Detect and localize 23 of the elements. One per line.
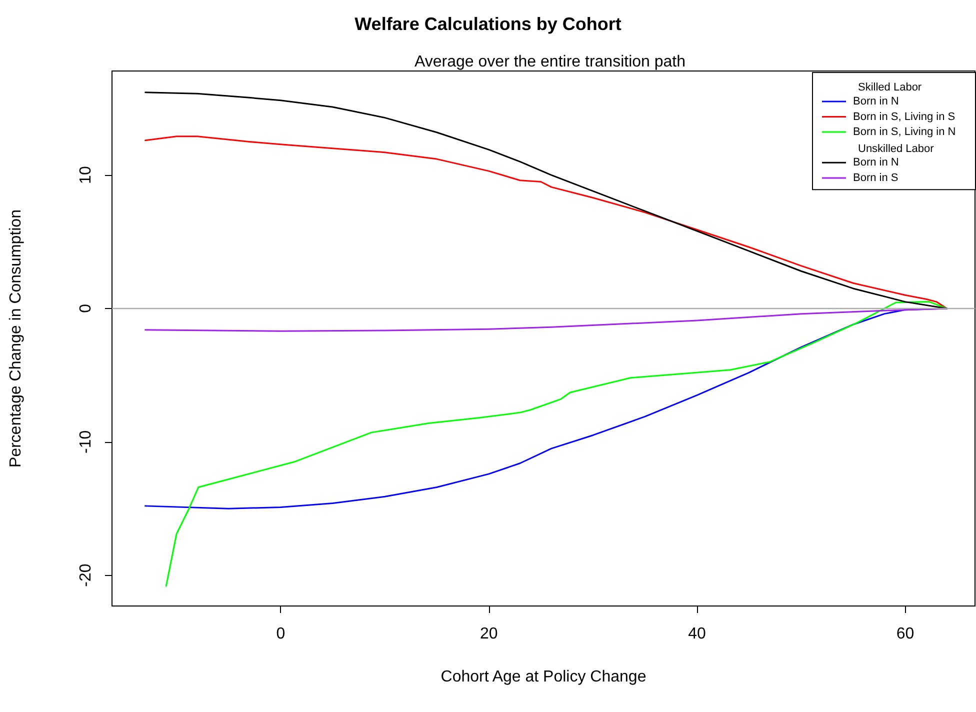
legend-label: Born in S <box>853 172 898 184</box>
y-tick-label: 0 <box>78 304 94 313</box>
legend-label: Born in S, Living in S <box>853 110 956 123</box>
legend-label: Born in N <box>853 156 899 169</box>
y-tick-label: -20 <box>78 564 94 587</box>
chart-title: Welfare Calculations by Cohort <box>354 14 622 34</box>
legend-label: Born in S, Living in N <box>853 126 956 138</box>
x-tick-label: 60 <box>896 626 914 642</box>
x-tick-label: 0 <box>276 626 286 642</box>
annotation: Skilled Labor <box>858 82 922 94</box>
annotation: Unskilled Labor <box>858 142 934 155</box>
chart-subtitle: Average over the entire transition path <box>414 54 686 70</box>
line-series <box>144 136 948 310</box>
x-axis-title: Cohort Age at Policy Change <box>440 668 646 686</box>
line-series <box>165 301 948 587</box>
y-tick-label: -10 <box>78 430 94 454</box>
legend-label: Born in N <box>853 95 899 108</box>
line-series <box>144 308 948 332</box>
y-tick-label: 10 <box>78 166 94 184</box>
y-axis-title: Percentage Change in Consumption <box>8 210 24 468</box>
x-tick-label: 20 <box>480 626 498 642</box>
x-tick-label: 40 <box>688 626 706 642</box>
line-series <box>144 92 948 310</box>
